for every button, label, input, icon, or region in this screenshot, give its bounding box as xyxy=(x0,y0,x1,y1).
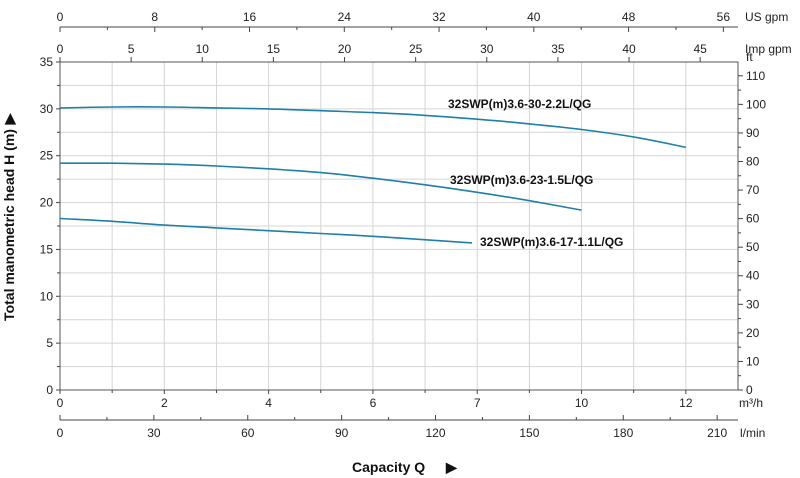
y-ft-tick-label: 60 xyxy=(746,212,760,226)
series-lines xyxy=(59,106,686,244)
x-impgpm-tick-label: 15 xyxy=(267,42,281,56)
x-lmin-tick-label: 150 xyxy=(519,426,539,440)
x-impgpm-tick-label: 0 xyxy=(57,42,64,56)
y-ft-tick-label: 0 xyxy=(746,383,753,397)
x-usgpm-tick-label: 16 xyxy=(243,10,257,24)
x-lmin-tick-label: 30 xyxy=(147,426,161,440)
y-m-tick-label: 20 xyxy=(40,196,54,210)
x-impgpm-tick-label: 5 xyxy=(128,42,135,56)
y-m-tick-label: 25 xyxy=(40,149,54,163)
x-m3h-tick-label: 2 xyxy=(161,396,168,410)
series-line-1 xyxy=(59,106,686,149)
series-line-3 xyxy=(59,217,473,244)
y-ft-tick-label: 70 xyxy=(746,183,760,197)
x-usgpm-tick-label: 56 xyxy=(717,10,731,24)
y-ft-unit: ft xyxy=(746,50,753,64)
series-label-3: 32SWP(m)3.6-17-1.1L/QG xyxy=(480,235,623,249)
x-m3h-tick-label: 0 xyxy=(57,396,64,410)
x-lmin-tick-label: 0 xyxy=(57,426,64,440)
y-ft-tick-label: 50 xyxy=(746,240,760,254)
y-ft-tick-label: 20 xyxy=(746,326,760,340)
x-impgpm-tick-label: 45 xyxy=(693,42,707,56)
x-usgpm-tick-label: 48 xyxy=(622,10,636,24)
x-impgpm-tick-label: 25 xyxy=(409,42,423,56)
y-m-tick-label: 10 xyxy=(40,289,54,303)
x-lmin-tick-label: 180 xyxy=(613,426,633,440)
x-impgpm-unit: Imp gpm xyxy=(745,42,792,56)
series-labels: 32SWP(m)3.6-30-2.2L/QG 32SWP(m)3.6-23-1.5… xyxy=(448,97,623,249)
y-axis-title: Total manometric head H (m) xyxy=(1,129,17,321)
y-m-tick-label: 35 xyxy=(40,55,54,69)
x-impgpm-tick-label: 40 xyxy=(622,42,636,56)
y-ft-tick-label: 10 xyxy=(746,354,760,368)
y-ft-tick-label: 40 xyxy=(746,269,760,283)
x-impgpm-tick-label: 10 xyxy=(196,42,210,56)
series-line-2 xyxy=(59,162,582,211)
x-impgpm-tick-label: 20 xyxy=(338,42,352,56)
x-lmin-tick-label: 210 xyxy=(707,426,727,440)
x-usgpm-tick-label: 24 xyxy=(338,10,352,24)
y-m-tick-label: 30 xyxy=(40,102,54,116)
y-ft-tick-label: 90 xyxy=(746,126,760,140)
x-m3h-tick-label: 7 xyxy=(474,396,481,410)
series-label-2: 32SWP(m)3.6-23-1.5L/QG xyxy=(450,173,593,187)
x-usgpm-unit: US gpm xyxy=(745,10,788,24)
x-m3h-tick-label: 4 xyxy=(265,396,272,410)
x-axis-title: Capacity Q xyxy=(352,459,425,475)
x-usgpm-tick-label: 40 xyxy=(527,10,541,24)
x-impgpm-tick-label: 35 xyxy=(551,42,565,56)
x-m3h-unit: m³/h xyxy=(739,396,763,410)
y-m-tick-label: 15 xyxy=(40,242,54,256)
x-m3h-tick-label: 10 xyxy=(575,396,589,410)
x-lmin-tick-label: 60 xyxy=(241,426,255,440)
x-lmin-tick-label: 120 xyxy=(425,426,445,440)
y-ft-tick-label: 80 xyxy=(746,154,760,168)
x-usgpm-tick-label: 8 xyxy=(151,10,158,24)
x-impgpm-tick-label: 30 xyxy=(480,42,494,56)
x-axis-arrow: ▶ xyxy=(445,459,458,475)
y-ft-tick-label: 100 xyxy=(746,97,766,111)
y-axis-arrow: ▶ xyxy=(1,112,17,125)
x-m3h-tick-label: 12 xyxy=(679,396,693,410)
y-ft-tick-label: 30 xyxy=(746,297,760,311)
series-label-1: 32SWP(m)3.6-30-2.2L/QG xyxy=(448,97,591,111)
grid xyxy=(60,62,738,390)
x-m3h-tick-label: 6 xyxy=(370,396,377,410)
y-axis-title-group: Total manometric head H (m) xyxy=(1,129,17,321)
y-m-tick-label: 5 xyxy=(46,336,53,350)
x-lmin-tick-label: 90 xyxy=(335,426,349,440)
y-ft-tick-label: 110 xyxy=(746,69,765,83)
x-lmin-unit: l/min xyxy=(740,426,765,440)
y-m-tick-label: 0 xyxy=(46,383,53,397)
x-usgpm-tick-label: 0 xyxy=(57,10,64,24)
y-axis-arrow-group: ▶ xyxy=(1,112,17,125)
x-usgpm-tick-label: 32 xyxy=(432,10,446,24)
